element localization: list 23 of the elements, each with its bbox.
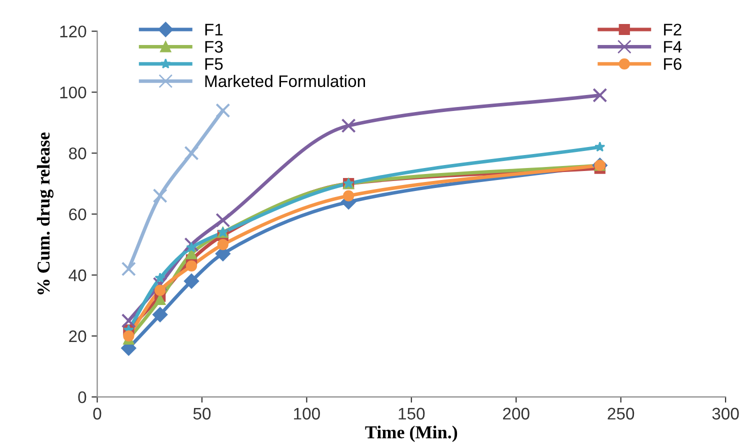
legend-label: F5: [205, 58, 223, 70]
y-tick-label: 60: [69, 208, 86, 220]
x-tick-label: 250: [608, 408, 634, 420]
y-tick-label: 100: [60, 86, 86, 98]
legend-label: F2: [664, 24, 682, 36]
legend-label: F3: [205, 40, 223, 53]
x-tick-label: 200: [503, 408, 530, 420]
legend-label: Marketed Formulation: [205, 74, 365, 88]
x-tick-label: 0: [93, 408, 102, 420]
x-tick-label: 100: [294, 408, 320, 420]
x-axis-title: Time (Min.): [365, 426, 458, 442]
y-tick-label: 20: [69, 330, 86, 342]
y-axis-title: % Cum. drug release: [36, 132, 54, 294]
legend-label: F6: [664, 58, 682, 70]
legend-label: F4: [664, 41, 682, 53]
x-tick-label: 150: [398, 408, 425, 420]
y-tick-label: 40: [68, 269, 86, 282]
y-tick-label: 120: [60, 26, 86, 38]
legend-label: F1: [205, 24, 223, 36]
x-tick-label: 300: [712, 408, 739, 420]
y-tick-label: 0: [78, 391, 86, 404]
x-tick-label: 50: [193, 408, 211, 420]
y-tick-label: 80: [69, 148, 86, 160]
